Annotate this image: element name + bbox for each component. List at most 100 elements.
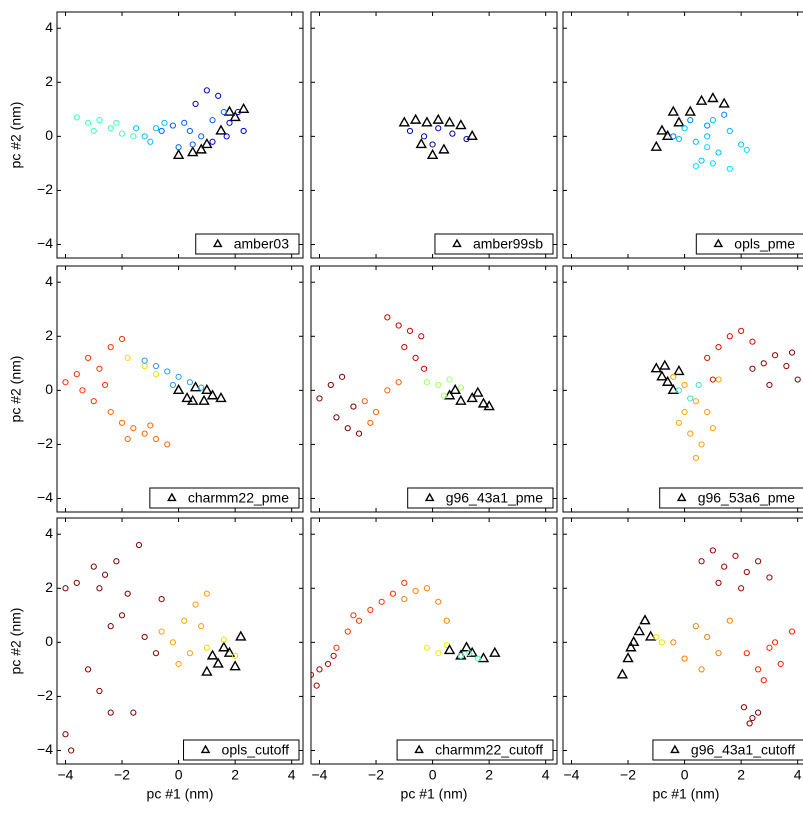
circle-point [124,354,131,362]
circle-point [715,650,722,657]
y-axis-label: pc #2 (nm) [8,608,24,675]
x-tick-label: 2 [485,767,493,783]
circle-point [423,379,431,386]
circle-point [466,650,473,657]
circle-point [152,650,160,657]
triangle-point [181,392,193,403]
legend: amber99sb [434,233,554,255]
circle-point [361,398,368,405]
circle-point [401,579,408,586]
circle-point [186,650,193,657]
circle-point [96,117,103,124]
circle-point [704,144,711,151]
circle-point [355,617,363,624]
y-tick-label: −2 [37,435,53,451]
circle-point [740,704,748,711]
circle-point [152,435,160,443]
circle-point [721,563,728,570]
circle-point [220,108,227,116]
x-tick-label: 0 [175,767,183,783]
circle-point [118,130,126,137]
triangle-point [483,400,495,411]
panel: −4 −2 0 2 4 pc #1 (nm) charmm22_cutoff [310,517,558,802]
legend-label: charmm22_pme [188,490,289,506]
circle-point [175,144,182,151]
circle-point [141,133,148,140]
circle-point [313,682,320,689]
circle-point [234,108,242,116]
circle-point [675,135,683,143]
plot-area [616,547,796,727]
legend-marker [676,492,687,502]
circle-point [698,558,705,565]
circle-point [658,639,666,646]
legend-box [195,233,300,255]
legend-marker [713,238,724,248]
circle-point [73,579,80,586]
circle-point [169,122,177,129]
circle-point [732,552,739,559]
circle-point [435,598,442,605]
x-tick-label: −2 [114,767,130,783]
legend-box [652,739,803,761]
triangle-point [201,383,213,395]
triangle-point [466,646,478,657]
circle-point [704,133,711,140]
triangle-point [215,124,227,135]
triangle-point [187,394,199,405]
plot-area [650,327,801,462]
legend: g96_43a1_pme [407,487,554,509]
legend-label: g96_53a6_pme [698,490,796,506]
circle-point [738,141,745,148]
legend-label: amber03 [234,236,289,252]
panel: −4 −2 0 2 4 −4 −2 0 2 4 pc #1 (nm) pc #2 (nm) opls_c… [8,517,304,802]
triangle-point [223,105,236,116]
circle-point [85,666,92,673]
plot-area [650,92,750,172]
x-tick-label: 0 [681,767,689,783]
circle-point [474,655,481,662]
legend-label: amber99sb [473,236,543,252]
triangle-point [477,397,490,408]
circle-point [220,636,227,643]
x-tick-label: 4 [288,767,296,783]
legend-label: charmm22_cutoff [435,742,543,758]
triangle-point [198,394,210,405]
circle-point [324,660,332,668]
circle-point [423,644,431,651]
circle-point [107,623,114,630]
circle-point [186,127,193,135]
circle-point [85,119,92,126]
y-tick-label: −2 [37,181,53,197]
circle-point [766,381,773,389]
triangle-point [633,625,646,636]
triangle-point [472,386,484,397]
circle-point [209,117,216,124]
circle-point [203,644,210,651]
circle-point [113,558,120,565]
plot-frame [310,265,558,513]
y-tick-label: 2 [45,579,53,595]
circle-point [62,379,69,386]
x-tick-label: 4 [542,767,550,783]
triangle-point [237,102,250,114]
circle-point [350,612,357,619]
y-axis-label: pc #2 (nm) [8,102,24,169]
circle-point [771,639,779,646]
legend-label: opls_cutoff [222,742,290,758]
x-axis-label: pc #1 (nm) [653,786,720,802]
circle-point [107,709,114,716]
triangle-point [415,138,427,149]
circle-point [457,652,464,659]
circle-point [90,398,97,405]
circle-point [395,322,402,329]
circle-point [704,354,711,362]
circle-point [118,419,126,426]
plot-area [73,87,250,159]
triangle-point [443,116,456,127]
x-tick-label: −2 [620,767,636,783]
circle-point [181,617,188,624]
circle-point [141,633,148,641]
y-tick-label: −4 [37,741,53,757]
